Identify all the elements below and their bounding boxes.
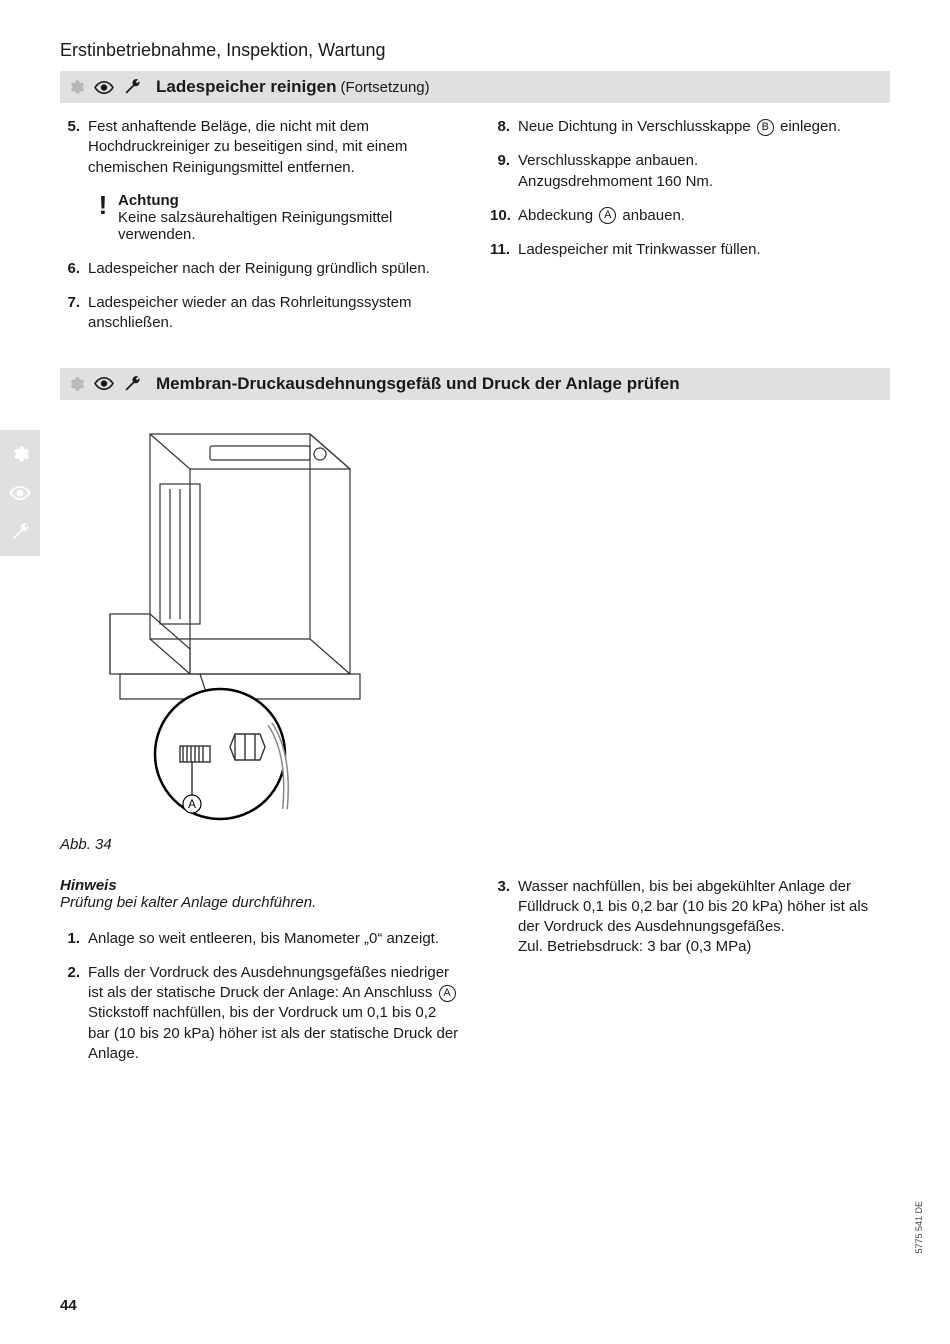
section-bar-1: Ladespeicher reinigen (Fortsetzung) [60, 71, 890, 103]
section-bar-2: Membran-Druckausdehnungsgefäß und Druck … [60, 368, 890, 400]
list-item: 10. Abdeckung A anbauen. [490, 206, 890, 226]
section1-right-col: 8. Neue Dichtung in Verschlusskappe B ei… [490, 117, 890, 348]
gear-icon [66, 77, 86, 97]
document-id: 5775 541 DE [914, 1201, 924, 1254]
ref-b: B [757, 119, 774, 136]
hinweis-title: Hinweis [60, 877, 460, 894]
page-number: 44 [60, 1297, 77, 1314]
figure-caption: Abb. 34 [60, 836, 890, 853]
ref-a: A [439, 985, 456, 1002]
attention-icon: ! [88, 192, 118, 243]
gear-icon [66, 374, 86, 394]
eye-icon [94, 77, 114, 97]
list-item: 2. Falls der Vordruck des Ausdehnungsgef… [60, 963, 460, 1064]
wrench-icon [10, 522, 30, 542]
section1-left-col: 5. Fest anhaftende Beläge, die nicht mit… [60, 117, 460, 348]
figure-label-a: A [188, 797, 196, 811]
ref-a: A [599, 207, 616, 224]
wrench-icon [122, 77, 142, 97]
list-item: 5. Fest anhaftende Beläge, die nicht mit… [60, 117, 460, 178]
gear-icon [10, 444, 30, 464]
warning-box: ! Achtung Keine salzsäurehaltigen Reinig… [88, 192, 460, 243]
section-1-subtitle: (Fortsetzung) [340, 79, 429, 96]
section2-left-col: Hinweis Prüfung bei kalter Anlage durchf… [60, 877, 460, 1079]
section-1-title: Ladespeicher reinigen [156, 77, 336, 97]
list-item: 3. Wasser nachfüllen, bis bei abgekühlte… [490, 877, 890, 958]
wrench-icon [122, 374, 142, 394]
list-item: 7. Ladespeicher wieder an das Rohrleitun… [60, 293, 460, 334]
list-item: 9. Verschlusskappe anbauen. Anzugsdrehmo… [490, 151, 890, 192]
eye-icon [94, 374, 114, 394]
list-item: 6. Ladespeicher nach der Reinigung gründ… [60, 259, 460, 279]
page-header: Erstinbetriebnahme, Inspektion, Wartung [60, 40, 890, 61]
figure-34: A [60, 414, 890, 828]
list-item: 1. Anlage so weit entleeren, bis Manomet… [60, 929, 460, 949]
list-item: 8. Neue Dichtung in Verschlusskappe B ei… [490, 117, 890, 137]
section2-right-col: 3. Wasser nachfüllen, bis bei abgekühlte… [490, 877, 890, 1079]
section-2-title: Membran-Druckausdehnungsgefäß und Druck … [156, 374, 680, 394]
hinweis-body: Prüfung bei kalter Anlage durchführen. [60, 894, 460, 911]
eye-icon [9, 486, 31, 500]
list-item: 11. Ladespeicher mit Trinkwasser füllen. [490, 240, 890, 260]
side-tab [0, 430, 40, 556]
